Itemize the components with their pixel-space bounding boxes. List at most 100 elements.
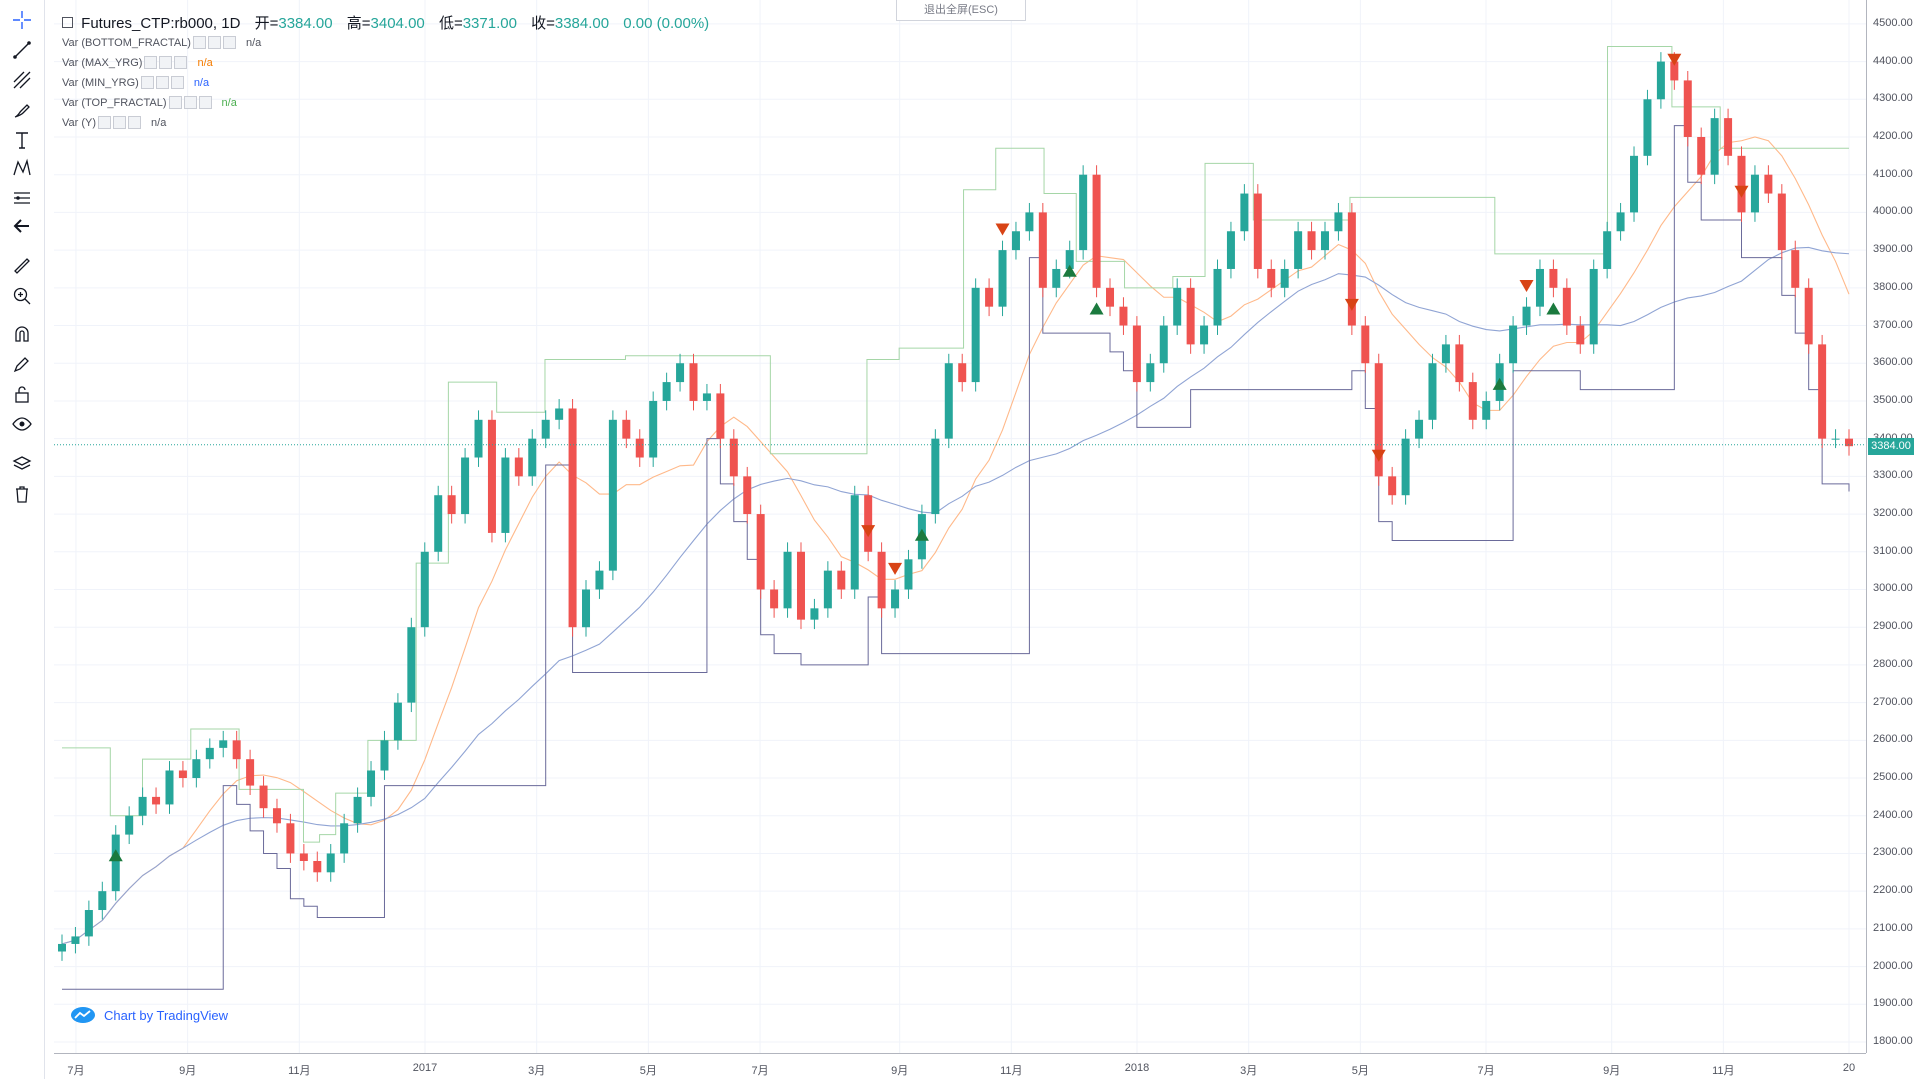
settings-icon[interactable] — [168, 96, 182, 109]
candle-body — [555, 408, 564, 420]
candle-body — [178, 770, 187, 779]
candle-body — [1052, 268, 1061, 288]
indicator-value: n/a — [221, 96, 237, 109]
candle-body — [810, 608, 819, 620]
open-value: 3384.00 — [278, 15, 333, 32]
sell-signal-arrow — [888, 562, 903, 575]
time-tick-label: 20 — [1842, 1062, 1856, 1074]
low-label: 低= — [438, 15, 463, 32]
settings-icon[interactable] — [140, 76, 154, 89]
candle-body — [1280, 268, 1289, 288]
magnet-icon[interactable] — [10, 322, 34, 346]
layers-icon[interactable] — [10, 452, 34, 476]
lock-icon[interactable] — [10, 382, 34, 406]
eye-icon[interactable] — [10, 412, 34, 436]
indicator-value: n/a — [193, 76, 210, 89]
candle-body — [904, 559, 913, 590]
tradingview-brand[interactable]: Chart by TradingView — [70, 1006, 228, 1024]
visibility-icon[interactable] — [113, 116, 127, 129]
back-arrow-icon[interactable] — [10, 214, 34, 238]
indicator-row-top-fractal[interactable]: Var (TOP_FRACTAL) n/a — [62, 96, 237, 109]
pattern-icon[interactable] — [10, 156, 34, 180]
close-icon[interactable] — [128, 116, 142, 129]
price-tick-label: 4300.00 — [1873, 92, 1913, 105]
symbol-name[interactable]: Futures_CTP:rb000, 1D — [81, 15, 241, 32]
time-axis[interactable]: 7月 9月 11月 2017 3月 5月 7月 9月 11月 2018 3月 5月 7月 9月 11月 20 — [54, 1053, 1866, 1080]
price-axis[interactable]: 4500.00 4400.00 4300.00 4200.00 4100.00 4000.… — [1866, 0, 1920, 1053]
sell-signal-arrow — [1667, 53, 1682, 66]
time-tick-label: 11月 — [288, 1065, 311, 1077]
candle-body — [1589, 268, 1598, 345]
indicator-row-y[interactable]: Var (Y) n/a — [62, 116, 166, 129]
candle-body — [313, 860, 322, 873]
time-tick-label: 11月 — [1712, 1065, 1735, 1077]
sell-signal-arrow — [1344, 298, 1359, 311]
candle-body — [125, 815, 134, 835]
candle-body — [1630, 155, 1639, 213]
high-label: 高= — [346, 15, 371, 32]
candle-body — [1011, 231, 1020, 251]
candle-body — [850, 495, 859, 590]
candle-body — [501, 457, 510, 533]
candle-body — [1307, 231, 1316, 251]
brush-icon[interactable] — [10, 98, 34, 122]
trendline-icon[interactable] — [10, 38, 34, 62]
candle-body — [716, 393, 725, 439]
candle-body — [1025, 212, 1034, 232]
close-icon[interactable] — [174, 56, 188, 69]
chart-canvas[interactable] — [54, 0, 1866, 1053]
candle-body — [608, 419, 617, 571]
lock-pencil-icon[interactable] — [10, 352, 34, 376]
candle-body — [1226, 231, 1235, 269]
price-tick-label: 4100.00 — [1873, 167, 1913, 180]
ruler-lines-icon[interactable] — [10, 186, 34, 210]
visibility-icon[interactable] — [159, 56, 173, 69]
close-icon[interactable] — [198, 96, 212, 109]
candle-body — [1750, 174, 1759, 213]
candle-body — [474, 419, 483, 458]
candle-body — [1428, 363, 1437, 420]
trash-icon[interactable] — [10, 482, 34, 506]
settings-icon[interactable] — [98, 116, 112, 129]
measure-icon[interactable] — [10, 254, 34, 278]
candle-body — [420, 551, 429, 628]
indicator-row-min-yrg[interactable]: Var (MIN_YRG) n/a — [62, 76, 209, 89]
candle-body — [1334, 212, 1343, 232]
indicator-row-max-yrg[interactable]: Var (MAX_YRG) n/a — [62, 56, 213, 69]
candle-body — [205, 747, 214, 760]
zoom-in-icon[interactable] — [10, 284, 34, 308]
indicator-row-bottom-fractal[interactable]: Var (BOTTOM_FRACTAL) n/a — [62, 36, 261, 49]
candle-body — [1119, 306, 1128, 326]
candle-body — [1616, 212, 1625, 232]
sell-signal-arrow — [1519, 280, 1534, 293]
candle-body — [1683, 80, 1692, 137]
exit-fullscreen-button[interactable]: 退出全屏(ESC) — [896, 0, 1026, 21]
settings-icon[interactable] — [144, 56, 158, 69]
visibility-icon[interactable] — [183, 96, 197, 109]
bottom-fractal-line — [62, 125, 1850, 990]
candle-body — [393, 702, 402, 741]
text-icon[interactable] — [10, 128, 34, 152]
candle-body — [662, 382, 671, 401]
settings-icon[interactable] — [192, 36, 206, 49]
price-tick-label: 3300.00 — [1873, 469, 1913, 482]
pitchfork-icon[interactable] — [10, 68, 34, 92]
candle-body — [1697, 136, 1706, 175]
candle-body — [1737, 155, 1746, 213]
buy-signal-arrow — [1546, 302, 1561, 315]
candle-body — [1253, 193, 1262, 269]
chart-pane[interactable] — [54, 0, 1866, 1053]
candle-body — [461, 457, 470, 515]
close-icon[interactable] — [222, 36, 236, 49]
candle-body — [1415, 419, 1424, 439]
close-icon[interactable] — [170, 76, 184, 89]
visibility-icon[interactable] — [207, 36, 221, 49]
candle-body — [877, 551, 886, 609]
candle-body — [84, 910, 93, 937]
candle-body — [1388, 476, 1397, 496]
candle-body — [1670, 61, 1679, 81]
crosshair-icon[interactable] — [10, 8, 34, 32]
legend-collapse-icon[interactable] — [62, 17, 73, 28]
time-tick-label: 3月 — [528, 1065, 546, 1077]
visibility-icon[interactable] — [155, 76, 169, 89]
